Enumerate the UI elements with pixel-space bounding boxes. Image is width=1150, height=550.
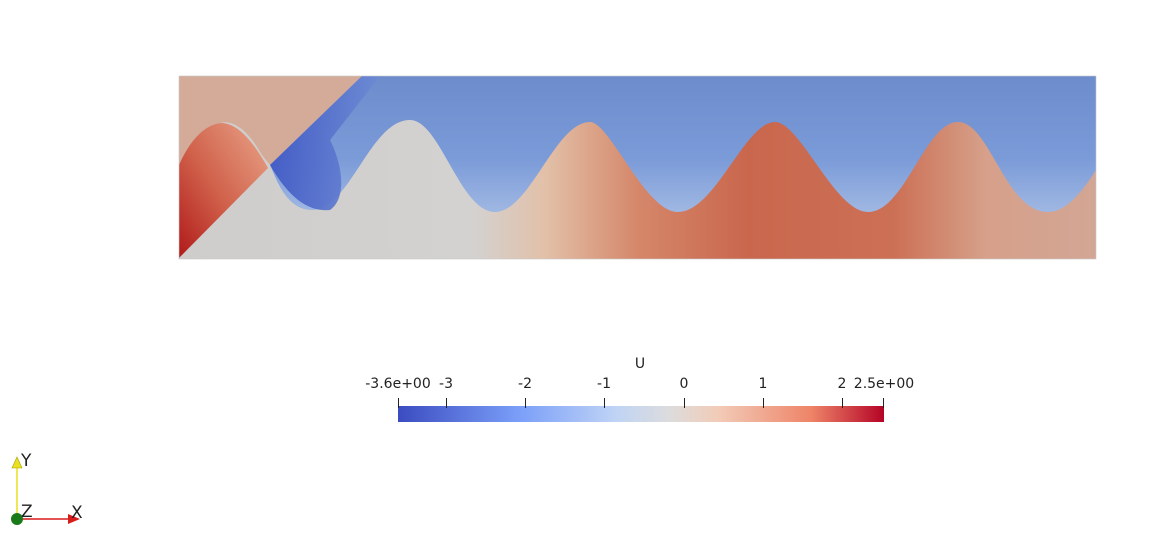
colorbar-ramp: [398, 406, 884, 422]
orientation-axes: [11, 456, 80, 525]
upper-left-region: [179, 76, 362, 165]
y-axis-arrow: [11, 456, 23, 469]
z-axis-label: Z: [21, 502, 33, 522]
tick-label: 0: [679, 376, 689, 392]
x-axis-arrow: [68, 514, 80, 524]
tick-mark: [446, 398, 447, 408]
x-axis-label: X: [71, 503, 83, 523]
z-axis-dot: [11, 513, 23, 525]
tick-mark: [763, 398, 764, 408]
tick-label: -3.6e+00: [365, 376, 431, 392]
upper-region: [270, 76, 1096, 212]
tick-mark: [525, 398, 526, 408]
tick-label: -1: [597, 376, 611, 392]
tick-mark: [604, 398, 605, 408]
tick-mark: [398, 398, 399, 408]
tick-label: 2.5e+00: [853, 376, 915, 392]
colorbar-title: U: [634, 356, 646, 372]
y-axis-label: Y: [21, 451, 32, 471]
domain-outline: [178, 75, 1097, 260]
tick-label: -2: [518, 376, 532, 392]
tick-label: 2: [837, 376, 847, 392]
tick-mark: [883, 398, 884, 408]
red-wedge: [179, 123, 268, 258]
tick-label: 1: [758, 376, 768, 392]
tick-mark: [842, 398, 843, 408]
tick-label: -3: [439, 376, 453, 392]
dark-blue-pocket: [270, 76, 380, 211]
tick-mark: [684, 398, 685, 408]
